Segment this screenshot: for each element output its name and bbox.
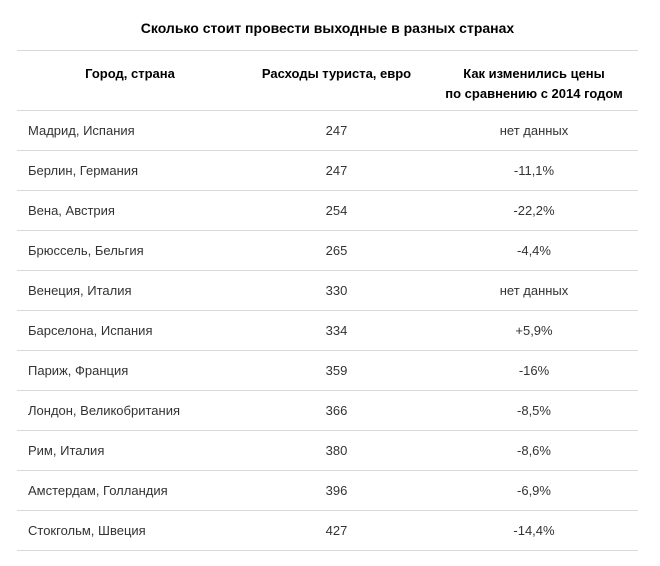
header-change-line2: по сравнению с 2014 годом (445, 86, 623, 101)
city-cell: Париж, Франция (17, 350, 243, 391)
change-cell: -16% (430, 350, 638, 391)
change-cell: -8,5% (430, 390, 638, 431)
table-row: Берлин, Германия 247 -11,1% (17, 150, 638, 191)
table-row: Рим, Италия 380 -8,6% (17, 430, 638, 471)
expense-cell: 265 (243, 230, 430, 271)
table-row: Вена, Австрия 254 -22,2% (17, 190, 638, 231)
table-row: Лондон, Великобритания 366 -8,5% (17, 390, 638, 431)
table-row: Мадрид, Испания 247 нет данных (17, 110, 638, 151)
change-cell: -4,4% (430, 230, 638, 271)
expense-cell: 380 (243, 430, 430, 471)
change-cell: -14,4% (430, 510, 638, 551)
change-cell: нет данных (430, 110, 638, 151)
change-cell: нет данных (430, 270, 638, 311)
change-cell: +5,9% (430, 310, 638, 351)
city-cell: Вена, Австрия (17, 190, 243, 231)
change-cell: -22,2% (430, 190, 638, 231)
city-cell: Мадрид, Испания (17, 110, 243, 151)
weekend-cost-table: Город, страна Расходы туриста, евро Как … (17, 50, 638, 551)
expense-cell: 334 (243, 310, 430, 351)
table-row: Амстердам, Голландия 396 -6,9% (17, 470, 638, 511)
city-cell: Берлин, Германия (17, 150, 243, 191)
header-change-line1: Как изменились цены (463, 66, 605, 81)
expense-cell: 254 (243, 190, 430, 231)
change-cell: -8,6% (430, 430, 638, 471)
header-city: Город, страна (17, 50, 243, 111)
expense-cell: 247 (243, 150, 430, 191)
city-cell: Венеция, Италия (17, 270, 243, 311)
page-title: Сколько стоит провести выходные в разных… (140, 20, 515, 36)
table-row: Венеция, Италия 330 нет данных (17, 270, 638, 311)
expense-cell: 359 (243, 350, 430, 391)
expense-cell: 396 (243, 470, 430, 511)
table-row: Барселона, Испания 334 +5,9% (17, 310, 638, 351)
table-header-row: Город, страна Расходы туриста, евро Как … (17, 50, 638, 111)
city-cell: Амстердам, Голландия (17, 470, 243, 511)
table-row: Стокгольм, Швеция 427 -14,4% (17, 510, 638, 551)
city-cell: Барселона, Испания (17, 310, 243, 351)
expense-cell: 427 (243, 510, 430, 551)
header-expense: Расходы туриста, евро (243, 50, 430, 111)
city-cell: Рим, Италия (17, 430, 243, 471)
expense-cell: 247 (243, 110, 430, 151)
table-row: Брюссель, Бельгия 265 -4,4% (17, 230, 638, 271)
city-cell: Стокгольм, Швеция (17, 510, 243, 551)
header-change: Как изменились цены по сравнению с 2014 … (430, 50, 638, 111)
expense-cell: 330 (243, 270, 430, 311)
expense-cell: 366 (243, 390, 430, 431)
city-cell: Брюссель, Бельгия (17, 230, 243, 271)
table-row: Париж, Франция 359 -16% (17, 350, 638, 391)
change-cell: -11,1% (430, 150, 638, 191)
city-cell: Лондон, Великобритания (17, 390, 243, 431)
change-cell: -6,9% (430, 470, 638, 511)
